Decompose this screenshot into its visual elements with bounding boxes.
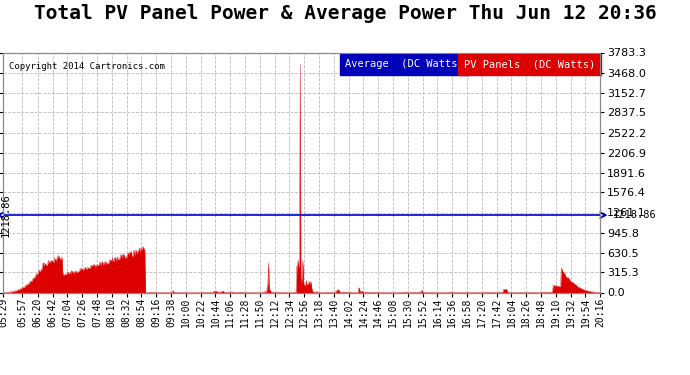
Text: Total PV Panel Power & Average Power Thu Jun 12 20:36: Total PV Panel Power & Average Power Thu…: [34, 4, 656, 23]
Text: Copyright 2014 Cartronics.com: Copyright 2014 Cartronics.com: [10, 62, 166, 71]
Legend: Average  (DC Watts), PV Panels  (DC Watts): Average (DC Watts), PV Panels (DC Watts): [345, 58, 595, 70]
Text: 1218.86: 1218.86: [612, 210, 656, 220]
Text: 1218.86: 1218.86: [1, 193, 10, 237]
